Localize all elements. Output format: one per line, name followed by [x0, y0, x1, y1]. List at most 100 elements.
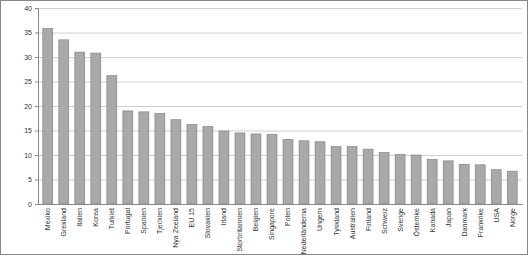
y-tick-mark: [35, 155, 38, 156]
bar: [203, 127, 213, 204]
bar: [171, 120, 181, 204]
bar: [379, 153, 389, 204]
bar: [139, 112, 149, 204]
grid-line: [38, 57, 522, 58]
x-tick-label: Nya Zeeland: [172, 208, 180, 248]
bar: [299, 141, 309, 204]
x-tick: Finland: [365, 204, 372, 231]
x-tick-label: Turkiet: [108, 208, 115, 229]
bar: [251, 134, 261, 204]
x-axis-line: [39, 204, 523, 205]
x-tick: Frankrike: [477, 204, 484, 237]
y-axis: 0 5 10 15 20 25 30 35 40: [24, 5, 38, 208]
y-tick: 35: [24, 29, 38, 36]
x-tick-label: Korea: [92, 208, 99, 227]
x-tick-label: Sverige: [397, 208, 405, 232]
x-tick: EU 15: [188, 204, 195, 227]
x-tick-label: Tyskland: [333, 208, 341, 236]
x-tick: Tjeckien: [156, 204, 164, 234]
grid-line: [38, 8, 522, 9]
x-tick: Mexiko: [44, 204, 51, 230]
x-tick-label: Norge: [509, 208, 517, 227]
x-tick: Polen: [284, 204, 291, 226]
x-tick: Nya Zeeland: [172, 204, 180, 248]
grid: [38, 9, 522, 205]
y-tick: 0: [28, 201, 38, 208]
x-tick: Singapore: [268, 204, 276, 240]
x-tick-label: Italien: [76, 208, 83, 227]
y-tick-mark: [35, 33, 38, 34]
bar: [443, 161, 453, 204]
bars: [43, 29, 517, 204]
bar: [315, 142, 325, 204]
bar: [347, 147, 357, 204]
bar: [187, 125, 197, 204]
y-tick: 10: [24, 152, 38, 159]
x-tick-label: Singapore: [268, 208, 276, 240]
grid-line: [38, 33, 522, 34]
y-tick-mark: [35, 8, 38, 9]
y-tick-label: 0: [28, 201, 32, 208]
x-tick: Italien: [76, 204, 83, 227]
x-tick-label: Finland: [365, 208, 372, 231]
y-tick-label: 5: [28, 176, 32, 183]
bar: [491, 170, 501, 204]
y-tick-mark: [35, 131, 38, 132]
chart-frame: [1, 1, 528, 255]
x-tick: Irland: [220, 204, 227, 226]
x-tick-label: Polen: [284, 208, 291, 226]
x-tick-label: Ungern: [316, 208, 324, 231]
x-tick-label: USA: [493, 208, 500, 223]
bar: [363, 149, 373, 204]
x-tick-label: Tjeckien: [156, 208, 164, 234]
x-tick-label: Australien: [349, 208, 356, 239]
x-tick-label: Grekland: [60, 208, 67, 237]
bar: [219, 131, 229, 204]
grid-line: [38, 204, 522, 205]
bar: [235, 133, 245, 204]
x-tick-label: Schweiz: [381, 208, 388, 235]
x-tick: Tyskland: [333, 204, 341, 236]
y-tick: 15: [24, 127, 38, 134]
x-tick-label: Nederländerna: [300, 208, 307, 254]
x-tick: Ungern: [316, 204, 324, 231]
x-tick-label: Belgien: [252, 208, 260, 231]
x-tick-label: Österrike: [413, 208, 420, 237]
y-tick-mark: [35, 57, 38, 58]
y-tick: 40: [24, 5, 38, 12]
x-tick: USA: [493, 204, 500, 222]
x-tick: Storbritannien: [236, 204, 243, 252]
y-tick: 25: [24, 78, 38, 85]
bar: [283, 139, 293, 204]
bar: [91, 53, 101, 204]
y-tick-mark: [35, 106, 38, 107]
x-tick: Grekland: [60, 204, 67, 236]
bar: [267, 134, 277, 204]
y-tick-mark: [35, 82, 38, 83]
x-tick-label: Frankrike: [477, 208, 484, 237]
y-tick-label: 10: [24, 152, 32, 159]
y-tick-label: 15: [24, 127, 32, 134]
bar: [75, 52, 85, 204]
x-tick-label: Spanien: [140, 208, 148, 234]
y-tick-label: 30: [24, 54, 32, 61]
x-tick: Kanada: [429, 204, 436, 232]
bar: [411, 155, 421, 204]
y-tick: 30: [24, 54, 38, 61]
y-tick: 20: [24, 103, 38, 110]
x-tick: Schweiz: [381, 204, 388, 234]
bar: [107, 76, 117, 204]
y-tick: 5: [28, 176, 38, 183]
x-tick-label: Japan: [445, 208, 453, 227]
x-tick: Portugal: [124, 204, 132, 234]
plot: 0 5 10 15 20 25 30 35 40 Mexiko Grekland Italien Kor…: [24, 5, 522, 255]
x-tick-label: Irland: [220, 208, 227, 226]
x-tick: Spanien: [140, 204, 148, 234]
y-tick-label: 20: [24, 103, 32, 110]
chart: 0 5 10 15 20 25 30 35 40 Mexiko Grekland Italien Kor…: [0, 0, 528, 255]
bar: [427, 159, 437, 204]
bar: [43, 29, 53, 204]
x-tick: Nederländerna: [300, 204, 307, 254]
x-tick: Australien: [349, 204, 356, 239]
bar: [475, 165, 485, 204]
